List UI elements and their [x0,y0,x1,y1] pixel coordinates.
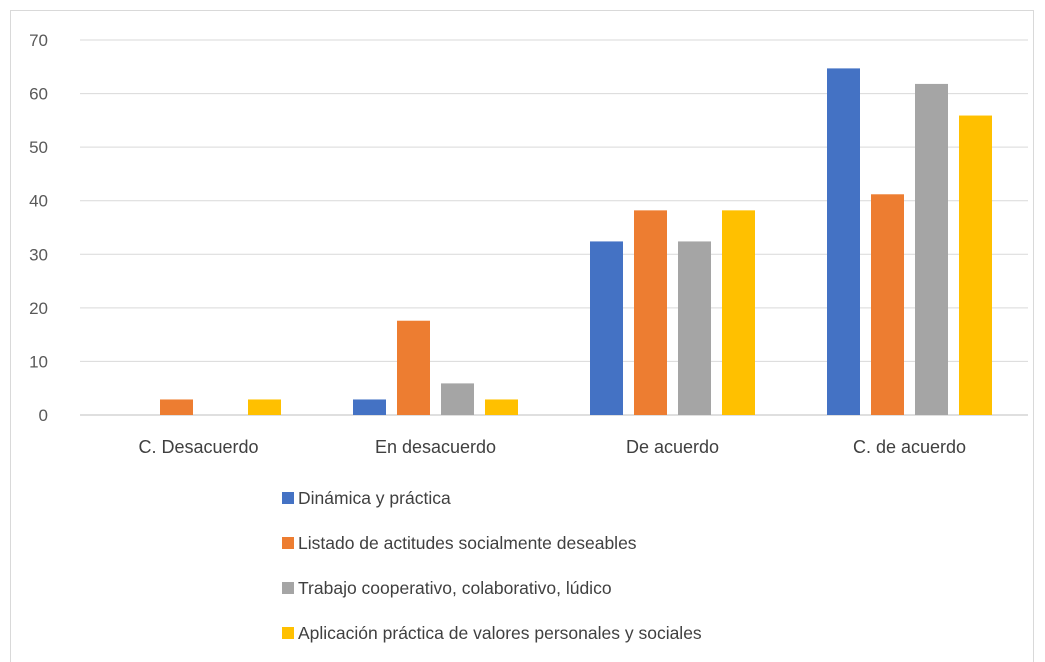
bar [397,320,430,415]
bar [678,241,711,415]
legend-swatch [282,492,294,504]
bar [353,399,386,415]
bar [441,383,474,415]
bar [485,399,518,415]
y-axis: 0 10 20 30 40 50 60 70 [29,31,48,425]
x-category-label: En desacuerdo [375,437,496,457]
y-tick-label: 10 [29,352,48,371]
y-tick-label: 60 [29,85,48,104]
x-axis: C. Desacuerdo En desacuerdo De acuerdo C. d… [138,437,966,457]
y-tick-label: 30 [29,245,48,264]
bar [915,83,948,415]
legend-label: Trabajo cooperativo, colaborativo, lúdic… [298,578,612,598]
bar [722,210,755,415]
y-tick-label: 70 [29,31,48,50]
bar [248,399,281,415]
bar [959,115,992,416]
legend-label: Listado de actitudes socialmente deseabl… [298,533,637,553]
y-tick-label: 40 [29,192,48,211]
x-category-label: C. de acuerdo [853,437,966,457]
bar [634,210,667,415]
legend-label: Dinámica y práctica [298,488,451,508]
bar [590,241,623,415]
legend-swatch [282,537,294,549]
bar [871,194,904,415]
y-tick-label: 50 [29,138,48,157]
legend: Dinámica y práctica Listado de actitudes … [282,488,702,643]
chart-frame [10,10,1034,662]
legend-swatch [282,582,294,594]
legend-swatch [282,627,294,639]
x-category-label: C. Desacuerdo [138,437,258,457]
legend-label: Aplicación práctica de valores personale… [298,623,702,643]
y-tick-label: 20 [29,299,48,318]
x-category-label: De acuerdo [626,437,719,457]
gridlines [80,39,1028,416]
bars [160,68,992,416]
y-tick-label: 0 [39,406,48,425]
bar [160,399,193,415]
bar [827,68,860,416]
